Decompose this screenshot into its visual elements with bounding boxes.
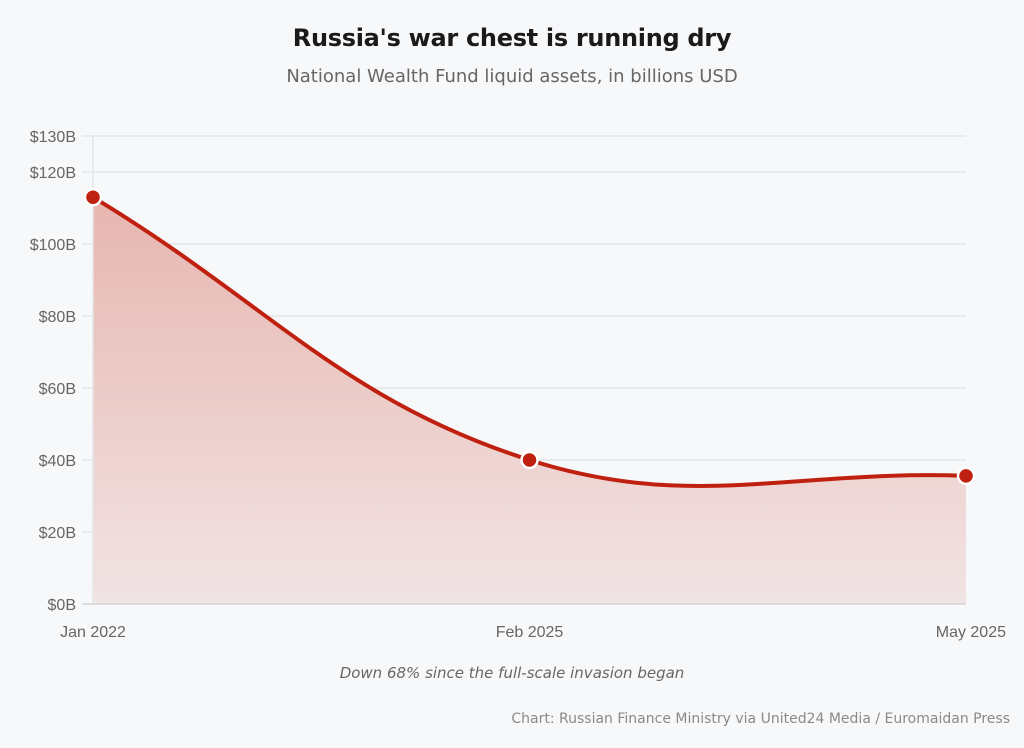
data-point[interactable] — [520, 450, 539, 470]
y-tick-label: $40B — [39, 453, 76, 470]
y-axis: $0B $20B $40B $60B $80B $100B $120B $130B — [30, 129, 76, 614]
y-tick-label: $0B — [48, 597, 76, 614]
y-tick-label: $80B — [39, 309, 76, 326]
x-tick-label: May 2025 — [936, 624, 1006, 641]
y-tick-label: $130B — [30, 129, 76, 146]
data-point[interactable] — [956, 466, 976, 486]
y-tick-label: $20B — [39, 525, 76, 542]
x-tick-label: Jan 2022 — [60, 624, 126, 641]
area-fill — [93, 197, 966, 604]
x-axis: Jan 2022 Feb 2025 May 2025 — [60, 624, 1006, 641]
data-points — [83, 187, 976, 486]
chart-title: Russia's war chest is running dry — [292, 24, 732, 52]
chart-subtitle: National Wealth Fund liquid assets, in b… — [286, 66, 738, 87]
y-tick-label: $60B — [39, 381, 76, 398]
source-credit: Chart: Russian Finance Ministry via Unit… — [511, 711, 1010, 727]
y-tick-label: $120B — [30, 165, 76, 182]
data-point[interactable] — [83, 187, 103, 207]
y-tick-label: $100B — [30, 237, 76, 254]
chart-annotation: Down 68% since the full-scale invasion b… — [339, 664, 685, 682]
x-tick-label: Feb 2025 — [496, 624, 564, 641]
